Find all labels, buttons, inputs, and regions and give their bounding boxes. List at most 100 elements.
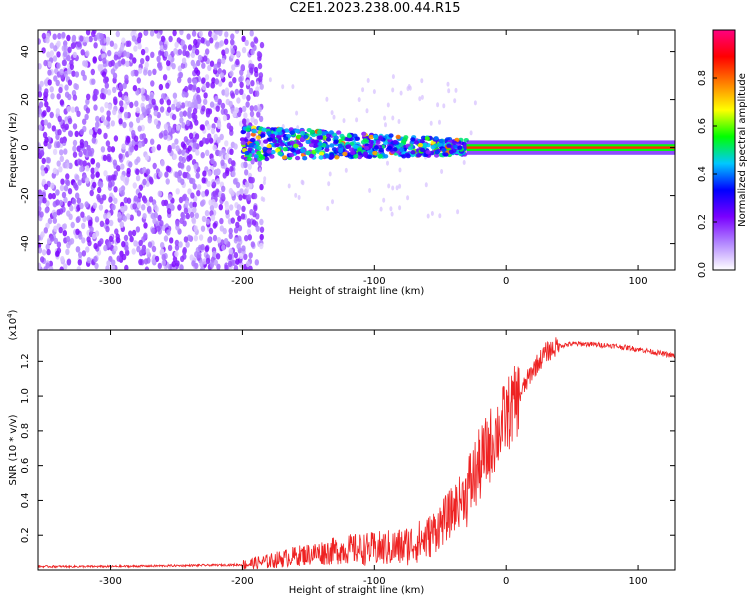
heatmap-cell	[329, 143, 335, 148]
heatmap-cell	[204, 189, 210, 196]
heatmap-cell	[222, 114, 228, 122]
heatmap-cell	[190, 192, 195, 199]
heatmap-cell	[153, 203, 158, 211]
heatmap-cell	[182, 171, 187, 179]
heatmap-cell	[277, 151, 283, 156]
heatmap-cell	[161, 259, 166, 267]
heatmap-cell	[198, 234, 204, 241]
heatmap-cell	[43, 119, 48, 126]
heatmap-cell	[397, 119, 401, 124]
heatmap-cell	[58, 86, 63, 94]
heatmap-cell	[221, 89, 226, 96]
heatmap-cell	[406, 195, 410, 201]
colorbar-label: Normalized spectral amplitude	[737, 73, 748, 227]
heatmap-cell	[200, 225, 206, 232]
heatmap-cell	[294, 128, 301, 134]
heatmap-cell	[96, 193, 101, 201]
heatmap-cell	[86, 93, 91, 101]
heatmap-cell	[391, 87, 395, 93]
heatmap-cell	[317, 135, 324, 140]
heatmap-cell	[87, 219, 93, 226]
snr-x-label: Height of straight line (km)	[289, 585, 425, 596]
heatmap-cell	[248, 143, 255, 148]
snr-y-tick-label: 1.0	[20, 388, 31, 404]
heatmap-x-label: Height of straight line (km)	[289, 286, 425, 297]
heatmap-cell	[212, 190, 217, 197]
heatmap-cell	[187, 83, 193, 91]
heatmap-cell	[180, 39, 186, 47]
heatmap-cell	[442, 103, 446, 109]
heatmap-cell	[121, 253, 127, 261]
heatmap-cell	[217, 98, 222, 106]
heatmap-cell	[174, 41, 179, 48]
heatmap-cell	[41, 32, 47, 40]
heatmap-cell	[249, 209, 254, 216]
heatmap-cell	[91, 78, 96, 85]
heatmap-cell	[186, 155, 191, 162]
heatmap-cell	[177, 176, 182, 183]
heatmap-cell	[63, 196, 68, 204]
heatmap-cell	[39, 149, 45, 157]
heatmap-cell	[300, 148, 306, 153]
heatmap-cell	[93, 242, 98, 250]
heatmap-cell	[240, 129, 246, 135]
heatmap-cell	[391, 74, 395, 80]
heatmap-cell	[69, 205, 74, 212]
heatmap-cell	[239, 69, 244, 76]
heatmap-cell	[225, 208, 230, 215]
heatmap-cell	[55, 79, 60, 87]
heatmap-cell	[76, 110, 81, 118]
heatmap-cell	[70, 106, 76, 113]
heatmap-cell	[228, 232, 233, 240]
heatmap-cell	[38, 108, 42, 115]
heatmap-cell	[410, 150, 416, 155]
heatmap-cell	[112, 159, 118, 166]
heatmap-cell	[213, 34, 218, 41]
heatmap-cell	[246, 156, 252, 162]
heatmap-cell	[136, 156, 141, 163]
heatmap-cell	[128, 121, 134, 128]
heatmap-cell	[324, 154, 330, 159]
heatmap-cell	[224, 47, 230, 54]
heatmap-cell	[144, 46, 149, 54]
heatmap-cell	[100, 146, 106, 153]
heatmap-cell	[344, 167, 348, 173]
heatmap-cell	[85, 98, 90, 105]
heatmap-cell	[213, 259, 218, 266]
heatmap-cell	[43, 183, 49, 191]
heatmap-cell	[144, 30, 149, 36]
heatmap-cell	[256, 145, 262, 151]
heatmap-cell	[224, 31, 229, 38]
heatmap-cell	[94, 262, 99, 270]
heatmap-cell	[38, 262, 42, 269]
heatmap-cell	[392, 139, 398, 145]
heatmap-cell	[248, 265, 253, 270]
heatmap-cell	[145, 168, 151, 175]
heatmap-cell	[210, 127, 216, 135]
heatmap-cell	[224, 264, 229, 270]
heatmap-cell	[366, 78, 370, 83]
snr-y-tick-label: 0.4	[20, 492, 31, 508]
heatmap-cell	[123, 95, 128, 102]
heatmap-cell	[196, 86, 201, 94]
heatmap-cell	[308, 153, 315, 159]
heatmap-cell	[218, 80, 223, 87]
heatmap-cell	[92, 95, 97, 102]
heatmap-cell	[205, 257, 211, 264]
heatmap-cell	[440, 169, 444, 174]
colorbar-tick-label: 0.0	[697, 262, 708, 278]
heatmap-cell	[61, 31, 66, 39]
heatmap-cell	[375, 140, 381, 145]
heatmap-cell	[111, 204, 116, 211]
heatmap-cell	[299, 131, 306, 136]
heatmap-cell	[72, 182, 78, 189]
heatmap-cell	[120, 163, 125, 170]
heatmap-cell	[121, 143, 126, 150]
heatmap-cell	[179, 264, 184, 270]
heatmap-cell	[89, 189, 94, 197]
heatmap-cell	[253, 66, 259, 74]
heatmap-cell	[179, 217, 184, 224]
heatmap-cell	[46, 106, 51, 113]
heatmap-cell	[224, 140, 229, 147]
heatmap-cell	[43, 140, 48, 147]
